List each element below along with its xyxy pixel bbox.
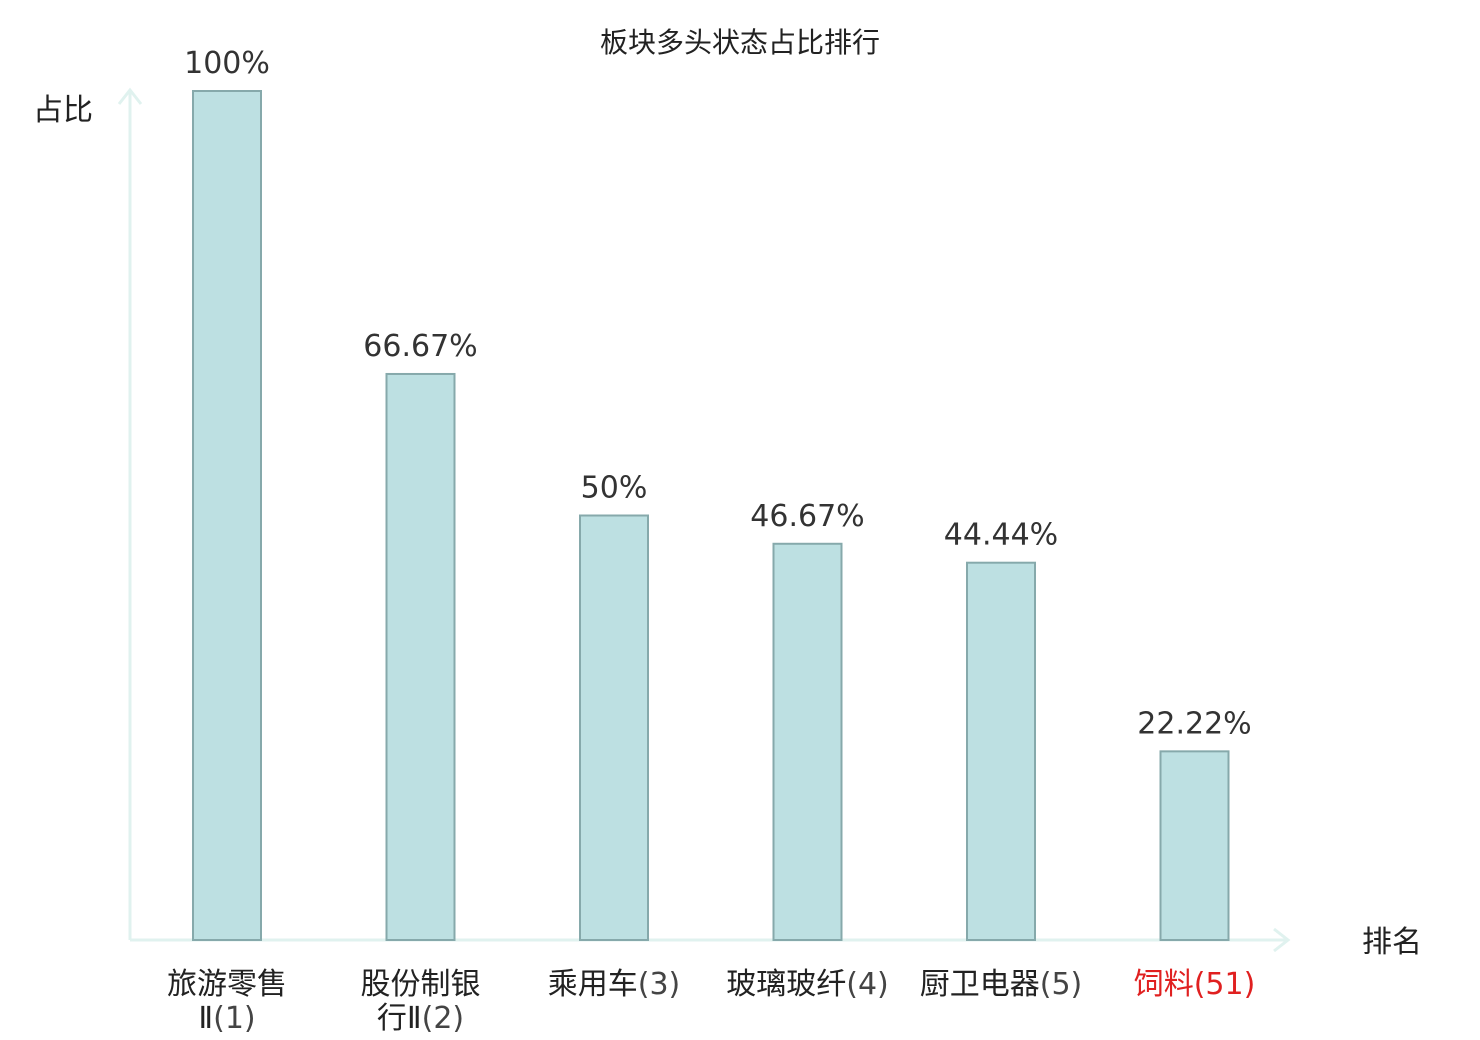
category-label-5: 厨卫电器(5) xyxy=(920,967,1083,1002)
category-label-2: 股份制银行Ⅱ(2) xyxy=(361,967,481,1036)
category-label-4: 玻璃玻纤(4) xyxy=(726,967,889,1002)
category-rank: (1) xyxy=(213,1001,256,1036)
bar-6 xyxy=(1159,750,1230,941)
category-label-1: 旅游零售 Ⅱ(1) xyxy=(167,967,287,1036)
category-rank: (51) xyxy=(1194,967,1256,1002)
bar-1 xyxy=(192,90,262,941)
value-labels: 100% 66.67% 50% 46.67% 44.44% 22.22% xyxy=(184,46,1252,741)
category-rank: (3) xyxy=(638,967,681,1002)
category-rank: (4) xyxy=(846,967,889,1002)
value-label-4: 46.67% xyxy=(750,499,864,534)
category-rank: (5) xyxy=(1040,967,1083,1002)
category-name-line: 玻璃玻纤 xyxy=(726,967,846,1002)
category-name-line: 乘用车 xyxy=(548,967,638,1002)
x-axis-label: 排名 xyxy=(1362,925,1422,960)
chart-title: 板块多头状态占比排行 xyxy=(600,26,880,59)
axes xyxy=(117,87,1291,953)
category-label-3: 乘用车(3) xyxy=(548,967,681,1002)
value-label-3: 50% xyxy=(581,471,648,506)
category-name-line: 股份制银 xyxy=(361,967,481,1002)
category-name-line: 厨卫电器 xyxy=(920,967,1040,1002)
category-labels: 旅游零售 Ⅱ(1)股份制银行Ⅱ(2)乘用车(3) 玻璃玻纤(4) 厨卫电器(5) 饲料(… xyxy=(167,967,1255,1036)
value-label-5: 44.44% xyxy=(944,518,1058,553)
value-label-6: 22.22% xyxy=(1137,706,1251,741)
value-label-2: 66.67% xyxy=(363,329,477,364)
category-name-line: Ⅱ xyxy=(198,1001,213,1036)
y-axis-arrow-icon xyxy=(117,87,143,105)
bar-5 xyxy=(966,561,1036,941)
bar-3 xyxy=(579,514,649,941)
y-axis-label: 占比 xyxy=(33,93,93,128)
category-rank: (2) xyxy=(422,1001,465,1036)
category-label-6: 饲料(51) xyxy=(1134,967,1256,1002)
category-name-line: 行Ⅱ xyxy=(377,1001,422,1036)
bar-2 xyxy=(385,372,456,942)
category-name-line: 饲料 xyxy=(1134,967,1194,1002)
bar-4 xyxy=(772,542,843,942)
category-name-line: 旅游零售 xyxy=(167,967,287,1002)
x-axis-arrow-icon xyxy=(1273,927,1291,953)
bars xyxy=(192,90,1230,942)
value-label-1: 100% xyxy=(184,46,270,81)
